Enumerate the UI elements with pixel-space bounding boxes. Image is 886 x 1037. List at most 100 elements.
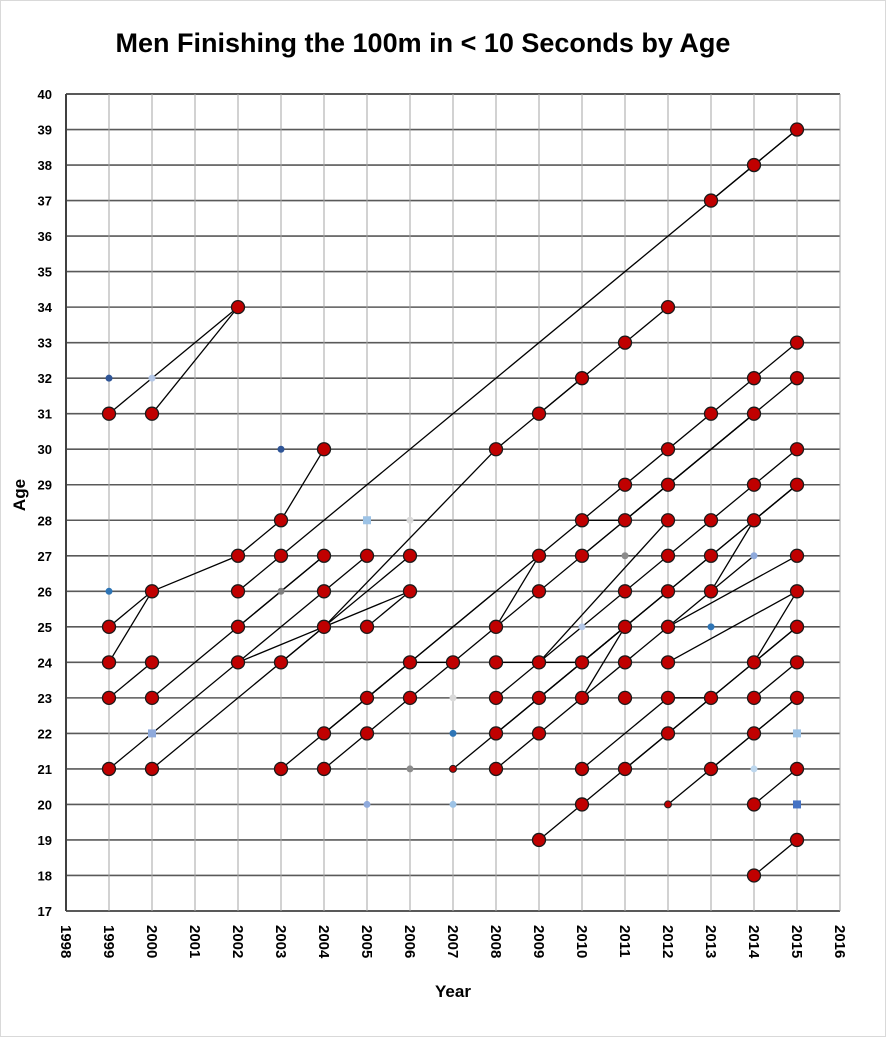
athlete-marker: [789, 619, 805, 634]
athlete-marker: [316, 548, 332, 563]
y-tick-label: 30: [38, 442, 52, 457]
connection-line: [581, 377, 798, 557]
x-tick-label: 2003: [272, 925, 289, 958]
athlete-marker: [789, 335, 805, 350]
athlete-marker: [316, 584, 332, 599]
x-tick-label: 2014: [745, 925, 762, 959]
athlete-marker: [273, 513, 289, 528]
athlete-marker: [660, 299, 676, 315]
y-tick-label: 37: [38, 194, 52, 209]
athlete-marker: [660, 690, 676, 706]
athlete-marker: [531, 655, 547, 670]
x-tick-label: 2008: [487, 925, 504, 958]
athlete-marker: [531, 726, 547, 741]
connection-line: [753, 484, 798, 521]
athlete-marker: [359, 690, 375, 706]
connection-line: [108, 661, 153, 699]
athlete-marker: [101, 690, 117, 706]
athlete-marker: [746, 406, 762, 421]
connection-line: [366, 697, 411, 734]
athlete-marker: [703, 761, 719, 777]
athlete-marker: [789, 371, 805, 386]
y-tick-label: 40: [38, 87, 52, 102]
athlete-marker: [660, 584, 676, 599]
y-tick-label: 33: [38, 336, 52, 351]
athlete-marker: [574, 371, 590, 386]
connection-line: [581, 697, 669, 770]
connection-line: [108, 306, 239, 415]
small-marker: [105, 374, 113, 382]
y-tick-label: 35: [38, 265, 52, 280]
x-tick-label: 2016: [831, 925, 848, 958]
athlete-marker: [617, 619, 633, 634]
connection-line: [538, 555, 755, 734]
athlete-marker: [703, 690, 719, 706]
athlete-marker: [789, 548, 805, 563]
athlete-marker: [789, 655, 805, 670]
athlete-marker: [660, 548, 676, 563]
connection-line: [538, 519, 669, 663]
connection-line: [151, 306, 239, 415]
small-marker: [449, 694, 457, 702]
athlete-marker: [746, 655, 762, 670]
x-tick-label: 2011: [616, 925, 633, 958]
athlete-marker: [488, 619, 504, 634]
connection-line: [108, 590, 153, 628]
connection-line: [581, 626, 626, 699]
x-tick-label: 2013: [702, 925, 719, 958]
athlete-marker: [101, 655, 117, 670]
connection-line: [710, 519, 755, 592]
athlete-marker: [574, 513, 590, 528]
athlete-marker: [789, 477, 805, 492]
y-tick-label: 21: [38, 762, 52, 777]
athlete-marker: [488, 726, 504, 741]
athlete-marker: [531, 406, 547, 421]
x-tick-label: 2007: [444, 925, 461, 958]
athlete-marker: [230, 548, 246, 563]
athlete-marker: [230, 299, 246, 315]
small-marker: [449, 764, 457, 773]
y-tick-label: 22: [38, 726, 52, 741]
athlete-marker: [617, 761, 633, 777]
y-tick-label: 31: [38, 407, 52, 422]
connection-line: [538, 803, 583, 841]
athlete-marker: [101, 619, 117, 634]
small-marker: [105, 587, 113, 595]
athlete-marker: [402, 690, 418, 706]
x-tick-label: 1998: [57, 925, 74, 958]
athlete-marker: [703, 548, 719, 563]
chart-title: Men Finishing the 100m in < 10 Seconds b…: [115, 28, 731, 58]
athlete-marker: [316, 619, 332, 634]
y-tick-label: 24: [38, 655, 53, 670]
y-tick-label: 20: [38, 797, 52, 812]
athlete-marker: [746, 371, 762, 386]
x-axis-title: Year: [435, 982, 471, 1001]
connection-line: [538, 377, 583, 415]
athlete-marker: [746, 726, 762, 741]
athlete-marker: [230, 619, 246, 634]
athlete-marker: [617, 655, 633, 670]
y-tick-label: 39: [38, 123, 52, 138]
y-tick-label: 28: [38, 513, 52, 528]
athlete-marker: [746, 477, 762, 492]
x-tick-label: 2015: [788, 925, 805, 958]
small-square-marker: [148, 729, 156, 738]
athlete-marker: [617, 513, 633, 528]
connection-line: [753, 768, 798, 805]
x-tick-label: 2000: [143, 925, 160, 958]
athlete-marker: [273, 761, 289, 777]
athlete-marker: [101, 761, 117, 777]
x-tick-label: 2012: [659, 925, 676, 958]
athlete-marker: [144, 655, 160, 670]
connection-line: [366, 661, 411, 699]
athlete-marker: [230, 655, 246, 670]
small-square-marker: [793, 800, 801, 809]
connection-line: [280, 448, 325, 521]
athlete-marker: [402, 655, 418, 670]
athlete-marker: [789, 832, 805, 848]
x-tick-label: 2004: [315, 925, 332, 959]
y-tick-label: 29: [38, 478, 52, 493]
x-tick-label: 2006: [401, 925, 418, 958]
connection-line: [323, 732, 368, 770]
x-tick-label: 2010: [573, 925, 590, 958]
